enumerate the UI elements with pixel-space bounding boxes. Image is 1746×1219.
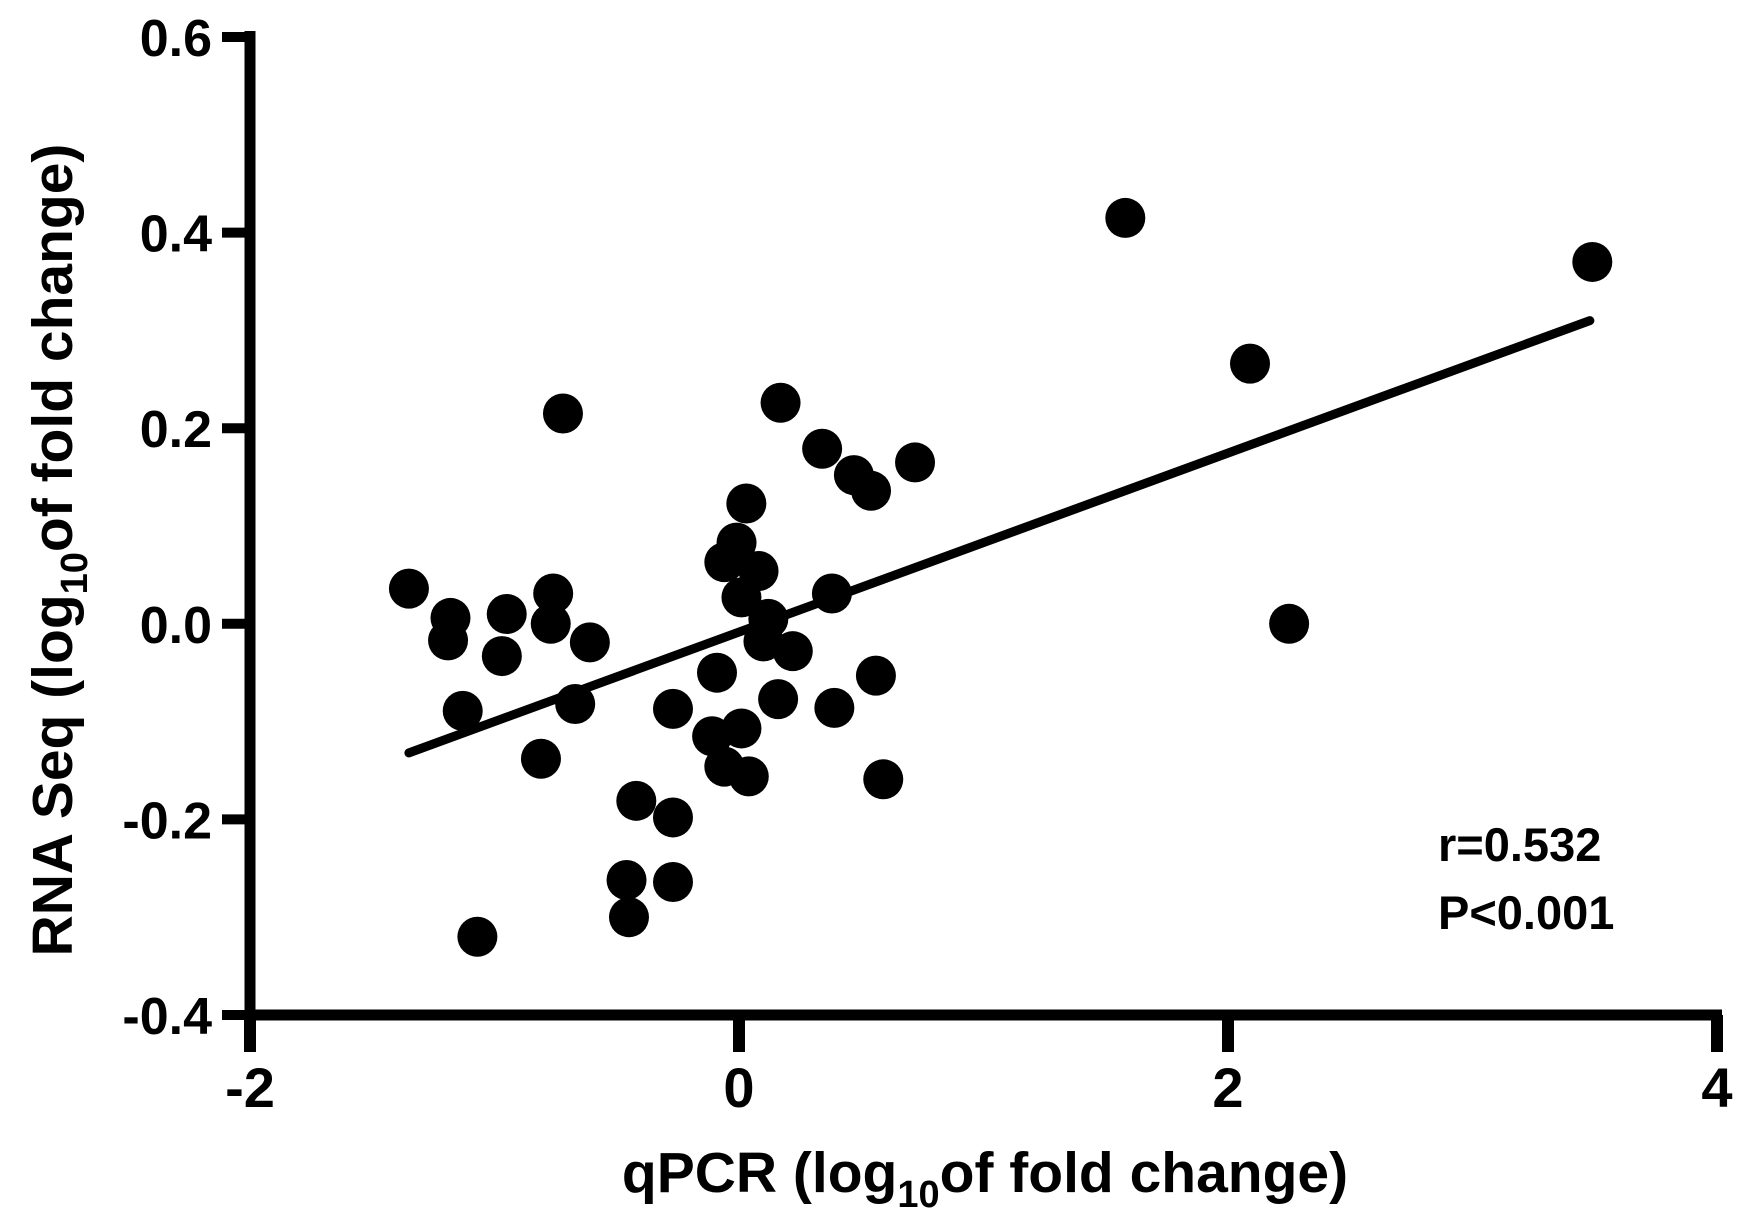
data-point <box>388 568 429 609</box>
data-point <box>530 603 571 644</box>
data-point <box>721 708 762 749</box>
y-tick-label: -0.4 <box>122 988 212 1046</box>
data-point <box>760 382 801 423</box>
data-point <box>652 688 693 729</box>
regression-line <box>404 316 1595 758</box>
r-value-label: r=0.532 <box>1438 818 1601 871</box>
data-point <box>652 797 693 838</box>
data-point <box>895 442 936 483</box>
x-axis-label-subscript: 10 <box>897 1174 939 1216</box>
data-point <box>758 679 799 720</box>
x-axis-label-suffix: of fold change) <box>940 1141 1348 1205</box>
y-axis-label-prefix: RNA Seq (log <box>21 594 85 956</box>
data-point <box>555 683 596 724</box>
axes <box>244 31 1722 1021</box>
data-point <box>652 861 693 902</box>
y-axis-label-suffix: of fold change) <box>21 144 85 552</box>
x-tick-label: 4 <box>1701 1056 1732 1119</box>
data-point <box>855 655 896 696</box>
data-point <box>696 652 737 693</box>
data-point <box>721 577 762 618</box>
data-point <box>457 916 498 957</box>
y-tick-label: -0.2 <box>122 792 212 850</box>
data-point <box>520 738 561 779</box>
data-point <box>863 759 904 800</box>
data-point <box>569 622 610 663</box>
data-point <box>481 636 522 677</box>
x-tick-label: 0 <box>723 1056 754 1119</box>
data-point <box>811 573 852 614</box>
data-point <box>851 470 892 511</box>
data-point <box>1572 241 1613 282</box>
regression-line-group <box>404 316 1595 758</box>
data-point <box>1105 197 1146 238</box>
data-point <box>814 687 855 728</box>
y-tick-label: 0.2 <box>140 401 212 459</box>
data-point <box>533 573 574 614</box>
data-point <box>428 620 469 661</box>
axis-ticks: 0.6 0.4 0.2 0.0 -0.2 -0.4-2 0 2 4 <box>122 10 1732 1119</box>
data-point <box>802 428 843 469</box>
x-axis-label-prefix: qPCR (log <box>622 1141 897 1205</box>
data-point <box>728 756 769 797</box>
data-point <box>616 780 657 821</box>
data-point <box>726 483 767 524</box>
y-tick-label: 0.4 <box>140 206 212 264</box>
data-point <box>704 542 745 583</box>
correlation-annotation: r=0.532 P<0.001 <box>1438 818 1614 939</box>
data-point <box>772 631 813 672</box>
y-axis-label: RNA Seq (log10of fold change) <box>21 144 96 957</box>
x-tick-label: -2 <box>225 1056 275 1119</box>
data-points-group <box>388 197 1613 957</box>
data-point <box>1269 603 1310 644</box>
data-point <box>442 690 483 731</box>
data-point <box>486 594 527 635</box>
x-tick-label: 2 <box>1212 1056 1243 1119</box>
p-value-label: P<0.001 <box>1438 886 1614 939</box>
x-axis-label: qPCR (log10of fold change) <box>622 1141 1348 1216</box>
y-tick-label: 0.6 <box>140 10 212 68</box>
data-point <box>606 860 647 901</box>
data-point <box>608 897 649 938</box>
data-point <box>542 393 583 434</box>
y-axis-label-subscript: 10 <box>54 552 96 594</box>
y-tick-label: 0.0 <box>140 597 212 655</box>
data-point <box>1230 343 1271 384</box>
